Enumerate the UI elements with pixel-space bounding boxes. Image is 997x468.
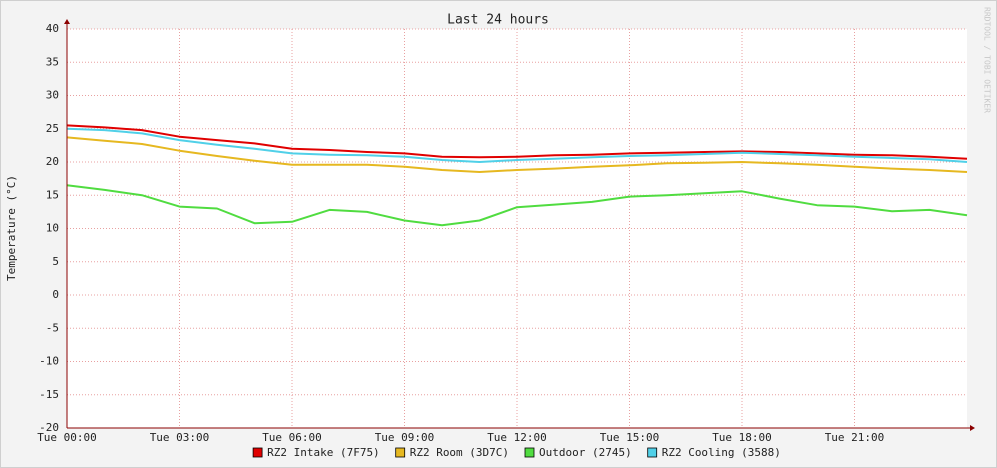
legend: RZ2 Intake (7F75) RZ2 Room (3D7C) Outdoor … bbox=[252, 446, 781, 459]
x-tick-label: Tue 09:00 bbox=[375, 431, 435, 444]
legend-label: RZ2 Cooling (3588) bbox=[662, 446, 781, 459]
y-tick-label: 10 bbox=[46, 222, 59, 235]
y-tick-label: -5 bbox=[46, 321, 59, 334]
y-tick-label: 30 bbox=[46, 89, 59, 102]
x-tick-label: Tue 06:00 bbox=[262, 431, 322, 444]
watermark: RRDTOOL / TOBI OETIKER bbox=[983, 7, 992, 113]
y-tick-label: 5 bbox=[52, 255, 59, 268]
legend-item: RZ2 Room (3D7C) bbox=[395, 446, 509, 459]
legend-item: RZ2 Cooling (3588) bbox=[647, 446, 781, 459]
legend-label: Outdoor (2745) bbox=[539, 446, 632, 459]
y-tick-label: 20 bbox=[46, 155, 59, 168]
y-axis-label: Temperature (°C) bbox=[5, 175, 18, 281]
x-tick-label: Tue 00:00 bbox=[37, 431, 97, 444]
chart-title: Last 24 hours bbox=[447, 13, 549, 28]
lines bbox=[66, 124, 968, 227]
series-line bbox=[66, 136, 968, 173]
legend-item: RZ2 Intake (7F75) bbox=[252, 446, 380, 459]
legend-label: RZ2 Intake (7F75) bbox=[267, 446, 380, 459]
y-tick-label: 25 bbox=[46, 122, 59, 135]
legend-item: Outdoor (2745) bbox=[524, 446, 632, 459]
series-line bbox=[66, 184, 968, 227]
legend-label: RZ2 Room (3D7C) bbox=[410, 446, 509, 459]
x-tick-label: Tue 12:00 bbox=[487, 431, 547, 444]
x-tick-label: Tue 15:00 bbox=[600, 431, 660, 444]
y-tick-label: -20 bbox=[39, 421, 59, 434]
series-line bbox=[66, 127, 968, 163]
legend-swatch bbox=[395, 447, 406, 458]
x-axis-arrow bbox=[970, 425, 975, 431]
y-tick-label: -10 bbox=[39, 355, 59, 368]
y-tick-label: 15 bbox=[46, 188, 59, 201]
y-tick-label: 35 bbox=[46, 55, 59, 68]
x-tick-label: Tue 21:00 bbox=[825, 431, 885, 444]
series-line bbox=[66, 124, 968, 160]
y-tick-label: -15 bbox=[39, 388, 59, 401]
y-tick-label: 0 bbox=[52, 288, 59, 301]
grid bbox=[66, 28, 967, 429]
legend-swatch bbox=[647, 447, 658, 458]
y-tick-label: 40 bbox=[46, 22, 59, 35]
x-tick-label: Tue 03:00 bbox=[150, 431, 210, 444]
legend-swatch bbox=[252, 447, 263, 458]
y-axis-arrow bbox=[64, 19, 70, 24]
x-tick-label: Tue 18:00 bbox=[712, 431, 772, 444]
legend-swatch bbox=[524, 447, 535, 458]
